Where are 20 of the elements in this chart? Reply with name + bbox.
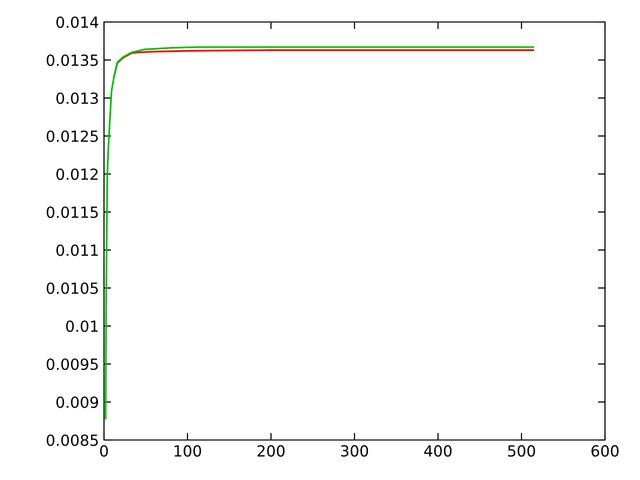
y-tick-label: 0.013 xyxy=(56,92,98,104)
y-tick-label: 0.012 xyxy=(56,168,98,180)
x-tick-label: 500 xyxy=(508,445,536,457)
x-tick-label: 600 xyxy=(591,445,619,457)
y-tick-label: 0.011 xyxy=(56,244,98,256)
y-tick-label: 0.0125 xyxy=(46,130,98,142)
line-series xyxy=(104,46,534,420)
y-tick-label: 0.014 xyxy=(56,16,98,28)
y-tick-label: 0.0085 xyxy=(46,434,98,446)
x-tick-label: 300 xyxy=(341,445,368,457)
y-tick-label: 0.0115 xyxy=(46,206,98,218)
y-tick-label: 0.0105 xyxy=(46,282,98,294)
y-tick-label: 0.009 xyxy=(56,396,98,408)
y-tick-label: 0.0095 xyxy=(46,358,98,370)
y-tick-label: 0.01 xyxy=(66,320,98,332)
x-tick-label: 0 xyxy=(100,445,108,457)
x-tick-label: 100 xyxy=(174,445,202,457)
x-tick-label: 400 xyxy=(424,445,452,457)
y-tick-label: 0.0135 xyxy=(46,54,98,66)
x-tick-label: 200 xyxy=(258,445,285,457)
